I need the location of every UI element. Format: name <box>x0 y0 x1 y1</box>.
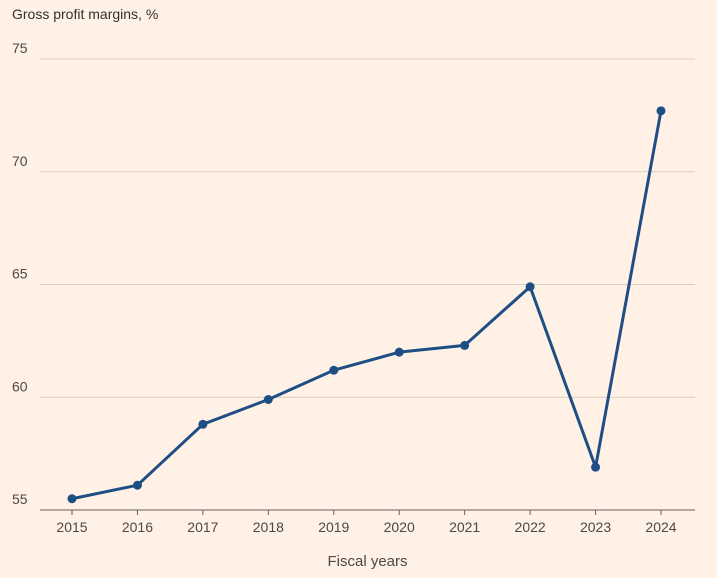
y-tick-label: 65 <box>12 266 28 282</box>
data-point-2018 <box>263 395 273 405</box>
series-group <box>67 106 666 504</box>
x-tick-label: 2016 <box>122 519 153 535</box>
x-tick-label: 2019 <box>318 519 349 535</box>
data-point-2021 <box>460 340 470 350</box>
x-tick-label: 2020 <box>384 519 415 535</box>
y-tick-label: 75 <box>12 40 28 56</box>
series-line <box>71 110 663 501</box>
x-tick-label: 2018 <box>253 519 284 535</box>
data-point-2016 <box>132 480 142 490</box>
grid-lines <box>40 58 695 398</box>
data-point-2019 <box>329 365 339 375</box>
x-axis-title: Fiscal years <box>327 553 407 570</box>
y-axis-ticks: 55 60 65 70 75 <box>12 40 28 507</box>
data-point-2023 <box>591 462 601 472</box>
y-tick-label: 70 <box>12 153 28 169</box>
x-tick-label: 2021 <box>449 519 480 535</box>
chart-title: Gross profit margins, % <box>12 6 159 22</box>
y-tick-label: 55 <box>12 491 28 507</box>
x-tick-label: 2024 <box>645 519 676 535</box>
data-point-2020 <box>394 347 404 357</box>
x-tick-label: 2017 <box>187 519 218 535</box>
x-axis-ticks: 2015 2016 2017 2018 2019 2020 2021 2022 2023 2024 <box>56 510 677 535</box>
y-tick-label: 60 <box>12 378 28 394</box>
data-point-2017 <box>198 419 208 429</box>
x-tick-label: 2023 <box>580 519 611 535</box>
data-point-2015 <box>67 494 77 504</box>
data-point-2024 <box>656 106 666 116</box>
x-tick-label: 2022 <box>515 519 546 535</box>
x-tick-label: 2015 <box>56 519 87 535</box>
data-point-2022 <box>525 282 535 292</box>
